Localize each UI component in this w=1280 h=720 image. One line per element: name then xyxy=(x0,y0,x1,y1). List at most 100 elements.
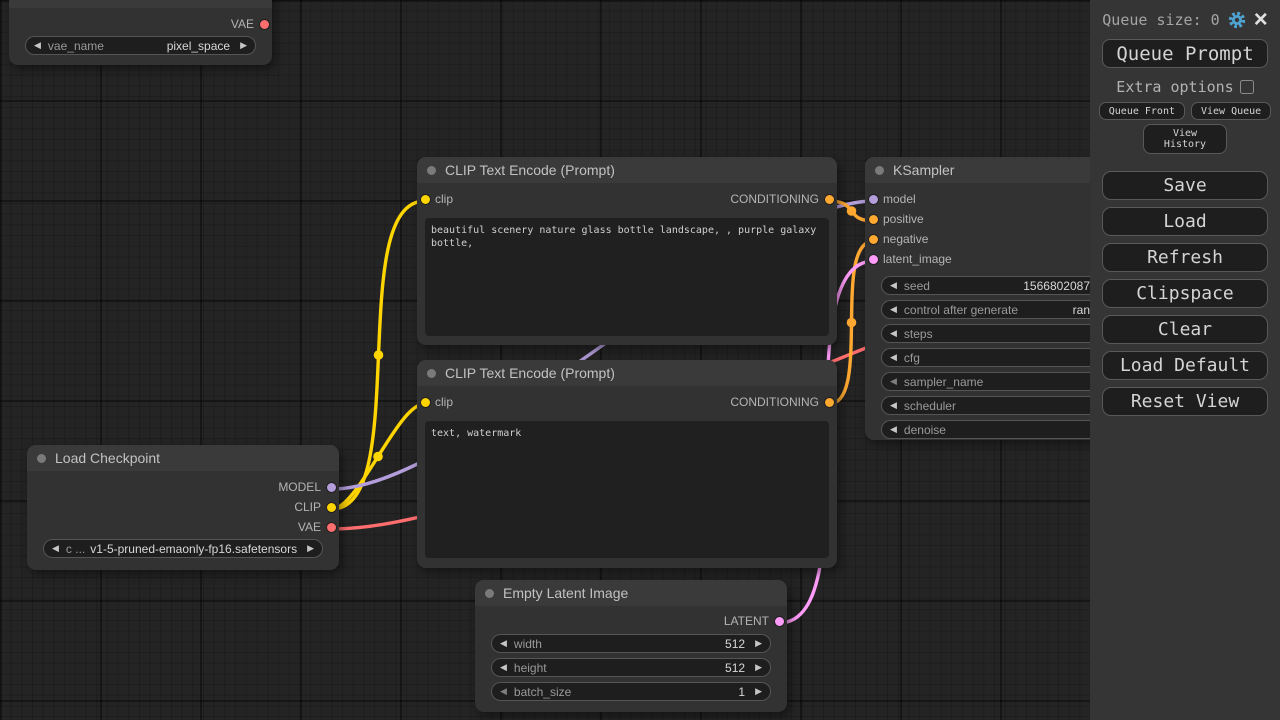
model-output-port[interactable] xyxy=(326,482,336,492)
node-clip-text-encode-negative[interactable]: CLIP Text Encode (Prompt) clip CONDITION… xyxy=(417,360,837,568)
conditioning-input-port[interactable] xyxy=(868,234,878,244)
node-empty-latent-image[interactable]: Empty Latent Image LATENT ◀ width 512 ▶ … xyxy=(475,580,787,712)
queue-size-header: Queue size: 0 × xyxy=(1102,6,1268,33)
vae-output-port[interactable] xyxy=(326,522,336,532)
widget-scheduler[interactable]: ◀ scheduler xyxy=(881,396,1109,415)
input-label: latent_image xyxy=(883,252,952,266)
clip-input-port[interactable] xyxy=(420,397,430,407)
latent-input-port[interactable] xyxy=(868,254,878,264)
input-label: negative xyxy=(883,232,929,246)
node-title: CLIP Text Encode (Prompt) xyxy=(445,365,615,381)
widget-value: ran xyxy=(1072,302,1090,317)
stepper-left-icon[interactable]: ◀ xyxy=(890,400,897,411)
widget-vae-name[interactable]: ◀ vae_name pixel_space ▶ xyxy=(25,36,256,55)
stepper-right-icon[interactable]: ▶ xyxy=(755,662,762,673)
link-midpoint-dot xyxy=(846,206,857,216)
node-title-bar[interactable]: KSampler xyxy=(865,157,1125,183)
load-default-button[interactable]: Load Default xyxy=(1102,351,1268,380)
view-history-button[interactable]: View History xyxy=(1143,124,1227,154)
view-queue-button[interactable]: View Queue xyxy=(1191,102,1272,120)
close-icon[interactable]: × xyxy=(1253,6,1268,33)
node-title-bar[interactable]: Load Checkpoint xyxy=(27,445,339,471)
widget-value: 512 xyxy=(725,660,746,675)
model-input-port[interactable] xyxy=(868,194,878,204)
input-slot-latent-image: latent_image xyxy=(865,249,1125,269)
node-load-checkpoint[interactable]: Load Checkpoint MODEL CLIP VAE ◀ c ... v… xyxy=(27,445,339,570)
stepper-left-icon[interactable]: ◀ xyxy=(890,424,897,435)
stepper-left-icon[interactable]: ◀ xyxy=(500,638,507,649)
widget-sampler-name[interactable]: ◀ sampler_name xyxy=(881,372,1109,391)
widget-height[interactable]: ◀ height 512 ▶ xyxy=(491,658,771,677)
conditioning-output-port[interactable] xyxy=(824,397,834,407)
widget-label: width xyxy=(513,636,542,651)
save-button[interactable]: Save xyxy=(1102,171,1268,200)
collapse-dot[interactable] xyxy=(485,588,494,598)
node-vae-loader[interactable]: VAE ◀ vae_name pixel_space ▶ xyxy=(9,0,272,65)
collapse-dot[interactable] xyxy=(427,165,436,175)
queue-prompt-button[interactable]: Queue Prompt xyxy=(1102,39,1268,68)
node-title-bar[interactable]: Empty Latent Image xyxy=(475,580,787,606)
stepper-left-icon[interactable]: ◀ xyxy=(52,543,59,554)
stepper-left-icon[interactable]: ◀ xyxy=(890,280,897,291)
stepper-left-icon[interactable]: ◀ xyxy=(890,376,897,387)
stepper-left-icon[interactable]: ◀ xyxy=(890,328,897,339)
io-slot-row: clip CONDITIONING xyxy=(417,392,837,412)
output-label: MODEL xyxy=(278,480,321,494)
widget-steps[interactable]: ◀ steps xyxy=(881,324,1109,343)
widget-value: v1-5-pruned-emaonly-fp16.safetensors xyxy=(90,541,298,556)
stepper-left-icon[interactable]: ◀ xyxy=(890,304,897,315)
stepper-left-icon[interactable]: ◀ xyxy=(890,352,897,363)
widget-width[interactable]: ◀ width 512 ▶ xyxy=(491,634,771,653)
widget-cfg[interactable]: ◀ cfg xyxy=(881,348,1109,367)
clip-output-port[interactable] xyxy=(326,502,336,512)
node-ksampler[interactable]: KSampler model positive negative latent_… xyxy=(865,157,1125,440)
extra-options-checkbox[interactable] xyxy=(1239,80,1254,94)
settings-gear-icon[interactable] xyxy=(1227,10,1247,30)
widget-value: 1566802087 xyxy=(1023,278,1090,293)
collapse-dot[interactable] xyxy=(875,165,884,175)
io-slot-row: clip CONDITIONING xyxy=(417,189,837,209)
queue-front-button[interactable]: Queue Front xyxy=(1098,102,1185,120)
vae-output-port[interactable] xyxy=(259,19,269,29)
refresh-button[interactable]: Refresh xyxy=(1102,243,1268,272)
stepper-left-icon[interactable]: ◀ xyxy=(500,686,507,697)
clipspace-button[interactable]: Clipspace xyxy=(1102,279,1268,308)
input-label: model xyxy=(883,192,916,206)
widget-label: batch_size xyxy=(513,684,572,699)
node-title-bar[interactable]: CLIP Text Encode (Prompt) xyxy=(417,157,837,183)
widget-seed[interactable]: ◀ seed 1566802087 xyxy=(881,276,1109,295)
stepper-right-icon[interactable]: ▶ xyxy=(755,638,762,649)
output-label: VAE xyxy=(230,17,254,31)
stepper-right-icon[interactable]: ▶ xyxy=(240,40,247,51)
widget-label: control after generate xyxy=(903,302,1018,317)
widget-control-after-generate[interactable]: ◀ control after generate ran xyxy=(881,300,1109,319)
widget-ckpt-name[interactable]: ◀ c ... v1-5-pruned-emaonly-fp16.safeten… xyxy=(43,539,323,558)
stepper-left-icon[interactable]: ◀ xyxy=(34,40,41,51)
widget-denoise[interactable]: ◀ denoise xyxy=(881,420,1109,439)
prompt-textarea[interactable]: beautiful scenery nature glass bottle la… xyxy=(425,218,829,336)
conditioning-input-port[interactable] xyxy=(868,214,878,224)
stepper-right-icon[interactable]: ▶ xyxy=(755,686,762,697)
prompt-textarea[interactable]: text, watermark xyxy=(425,421,829,558)
queue-actions-row: Queue Front View Queue xyxy=(1098,102,1272,120)
clip-input-port[interactable] xyxy=(420,194,430,204)
widget-value: 1 xyxy=(738,684,746,699)
widget-label: vae_name xyxy=(47,38,104,53)
collapse-dot[interactable] xyxy=(427,368,436,378)
conditioning-output-port[interactable] xyxy=(824,194,834,204)
node-title-bar[interactable]: CLIP Text Encode (Prompt) xyxy=(417,360,837,386)
clear-button[interactable]: Clear xyxy=(1102,315,1268,344)
stepper-left-icon[interactable]: ◀ xyxy=(500,662,507,673)
reset-view-button[interactable]: Reset View xyxy=(1102,387,1268,416)
collapse-dot[interactable] xyxy=(37,453,46,463)
widget-batch-size[interactable]: ◀ batch_size 1 ▶ xyxy=(491,682,771,701)
node-title-bar[interactable] xyxy=(9,0,272,8)
node-title: Empty Latent Image xyxy=(503,585,629,601)
latent-output-port[interactable] xyxy=(774,616,784,626)
load-button[interactable]: Load xyxy=(1102,207,1268,236)
output-slot-model: MODEL xyxy=(27,477,339,497)
widget-label: seed xyxy=(903,278,930,293)
stepper-right-icon[interactable]: ▶ xyxy=(307,543,314,554)
node-clip-text-encode-positive[interactable]: CLIP Text Encode (Prompt) clip CONDITION… xyxy=(417,157,837,345)
